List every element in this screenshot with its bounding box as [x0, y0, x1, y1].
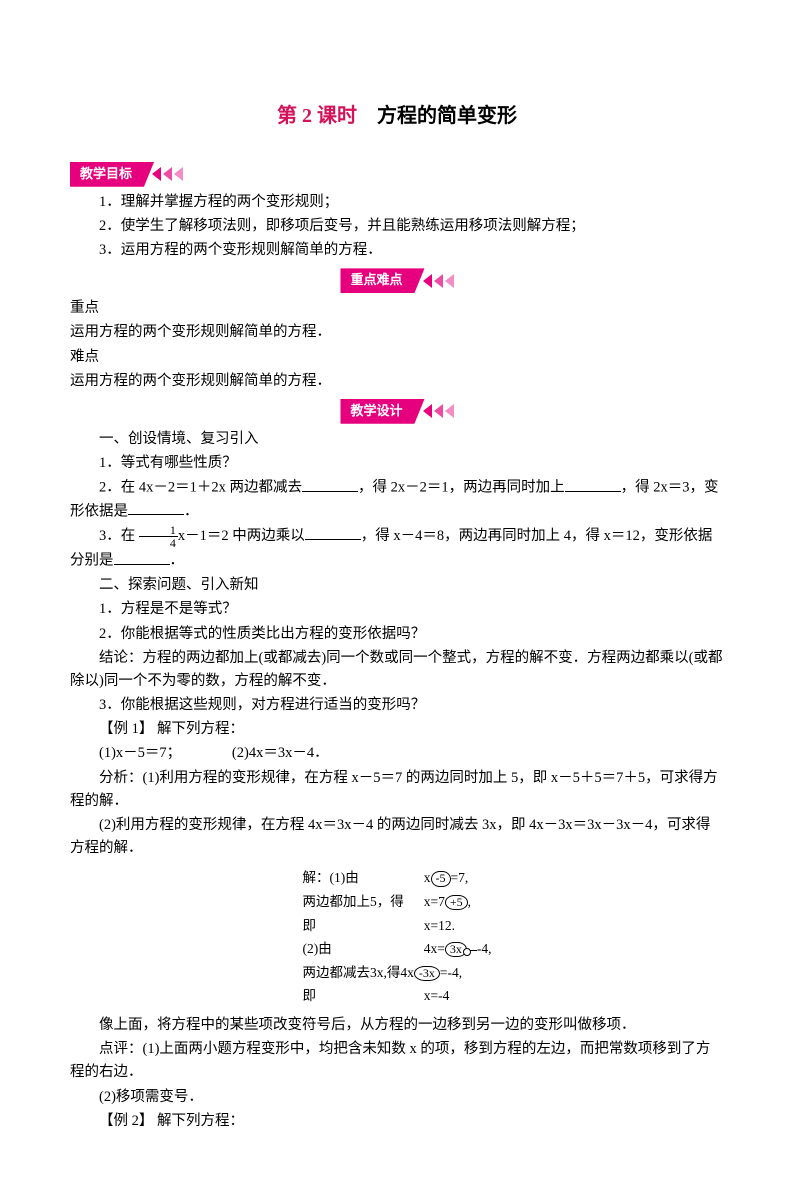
- objective-2: 2．使学生了解移项法则，即移项后变号，并且能熟练运用移项法则解方程；: [70, 215, 724, 238]
- sol-left: 即: [293, 914, 414, 938]
- banner-design: 教学设计: [70, 399, 724, 424]
- sol-left: 即: [293, 984, 414, 1008]
- key-zd: 运用方程的两个变形规则解简单的方程．: [70, 321, 724, 344]
- eq-post: =-4,: [440, 965, 462, 980]
- sol-right: x=-4: [414, 984, 502, 1008]
- sec2-l1: 1．方程是不是等式？: [70, 598, 724, 621]
- banner-objectives-label: 教学目标: [70, 162, 154, 187]
- objective-1: 1．理解并掌握方程的两个变形规则；: [70, 191, 724, 214]
- blank: [114, 549, 170, 565]
- banner-objectives: 教学目标: [70, 162, 724, 187]
- page: 第 2 课时 方程的简单变形 教学目标 1．理解并掌握方程的两个变形规则； 2．…: [0, 0, 794, 1184]
- eq-pre: x=7: [424, 894, 445, 909]
- page-title: 第 2 课时 方程的简单变形: [70, 100, 724, 132]
- sol-left: 两边都加上5，得: [293, 890, 414, 914]
- blank: [128, 500, 184, 516]
- banner-design-label: 教学设计: [340, 399, 424, 424]
- blank: [305, 525, 361, 541]
- sec2-l2: 2．你能根据等式的性质类比出方程的变形依据吗？: [70, 623, 724, 646]
- sec2-heading: 二、探索问题、引入新知: [70, 574, 724, 597]
- title-red: 第 2 课时: [277, 105, 357, 127]
- blank: [302, 476, 358, 492]
- table-row: 即 x=-4: [293, 984, 502, 1008]
- sol-right: x=7+5,: [414, 890, 502, 914]
- q3b: x－1＝2 中两边乘以: [178, 528, 305, 544]
- solution-table: 解：(1)由 x-5=7, 两边都加上5，得 x=7+5, 即 x=12. (2…: [293, 866, 502, 1008]
- chevron-icon: [421, 274, 454, 288]
- eq-post: =7,: [451, 870, 469, 885]
- sec1-q3: 3．在 14x－1＝2 中两边乘以，得 x－4＝8，两边再同时加上 4，得 x＝…: [70, 524, 724, 573]
- eq-post: ,: [468, 894, 471, 909]
- sol-left: 解：(1)由: [293, 866, 414, 890]
- q3a: 3．在: [99, 528, 139, 544]
- analysis-1: 分析：(1)利用方程的变形规律，在方程 x－5＝7 的两边同时加上 5，即 x－…: [70, 767, 724, 813]
- eq-pre: 4x=: [424, 941, 445, 956]
- arrow-icon: [467, 950, 477, 951]
- sol-right: 4x=3x-4,: [414, 937, 502, 961]
- circled: -5: [431, 871, 451, 886]
- key-heading-zd: 重点: [70, 297, 724, 320]
- sol-right: x-5=7,: [414, 866, 502, 890]
- objective-3: 3．运用方程的两个变形规则解简单的方程．: [70, 239, 724, 262]
- banner-keypoints: 重点难点: [70, 268, 724, 293]
- after-p3: (2)移项需变号．: [70, 1086, 724, 1109]
- after-p2: 点评：(1)上面两小题方程变形中，均把含未知数 x 的项，移到方程的左边，而把常…: [70, 1038, 724, 1084]
- q2d: ．: [184, 503, 199, 519]
- sec1-q1: 1．等式有哪些性质？: [70, 452, 724, 475]
- chevron-icon: [421, 404, 454, 418]
- q2a: 2．在 4x－2＝1＋2x 两边都减去: [99, 480, 302, 496]
- title-rest: 方程的简单变形: [357, 105, 517, 127]
- chevron-icon: [150, 167, 183, 181]
- sec2-l3: 3．你能根据这些规则，对方程进行适当的变形吗？: [70, 694, 724, 717]
- fraction: 14: [139, 524, 178, 549]
- sec2-concl: 结论：方程的两边都加上(或都减去)同一个数或同一个整式，方程的解不变．方程两边都…: [70, 647, 724, 693]
- circled: -3x: [414, 966, 440, 981]
- q3d: ．: [170, 553, 185, 569]
- banner-keypoints-label: 重点难点: [340, 268, 424, 293]
- sol-full: 两边都减去3x,得4x-3x=-4,: [293, 961, 502, 985]
- sol-right: x=12.: [414, 914, 502, 938]
- table-row: 解：(1)由 x-5=7,: [293, 866, 502, 890]
- eq-post: -4,: [477, 941, 492, 956]
- key-nd: 运用方程的两个变形规则解简单的方程．: [70, 370, 724, 393]
- example-2: 【例 2】 解下列方程：: [70, 1110, 724, 1133]
- analysis-2: (2)利用方程的变形规律，在方程 4x＝3x－4 的两边同时减去 3x，即 4x…: [70, 814, 724, 860]
- example-1-items: (1)x－5＝7； (2)4x＝3x－4．: [70, 742, 724, 765]
- sol-left: (2)由: [293, 937, 414, 961]
- blank: [565, 476, 621, 492]
- eq-pre: 两边都减去3x,得4x: [303, 965, 414, 980]
- sec1-q2: 2．在 4x－2＝1＋2x 两边都减去，得 2x－2＝1，两边再同时加上，得 2…: [70, 476, 724, 523]
- circled: +5: [445, 895, 468, 910]
- eq-pre: x: [424, 870, 431, 885]
- after-p1: 像上面，将方程中的某些项改变符号后，从方程的一边移到另一边的变形叫做移项．: [70, 1014, 724, 1037]
- example-1: 【例 1】 解下列方程：: [70, 718, 724, 741]
- key-heading-nd: 难点: [70, 346, 724, 369]
- table-row: 即 x=12.: [293, 914, 502, 938]
- sec1-heading: 一、创设情境、复习引入: [70, 428, 724, 451]
- frac-den: 4: [139, 537, 178, 549]
- solution-block: 解：(1)由 x-5=7, 两边都加上5，得 x=7+5, 即 x=12. (2…: [70, 866, 724, 1008]
- table-row: (2)由 4x=3x-4,: [293, 937, 502, 961]
- table-row: 两边都减去3x,得4x-3x=-4,: [293, 961, 502, 985]
- table-row: 两边都加上5，得 x=7+5,: [293, 890, 502, 914]
- q2b: ，得 2x－2＝1，两边再同时加上: [358, 480, 565, 496]
